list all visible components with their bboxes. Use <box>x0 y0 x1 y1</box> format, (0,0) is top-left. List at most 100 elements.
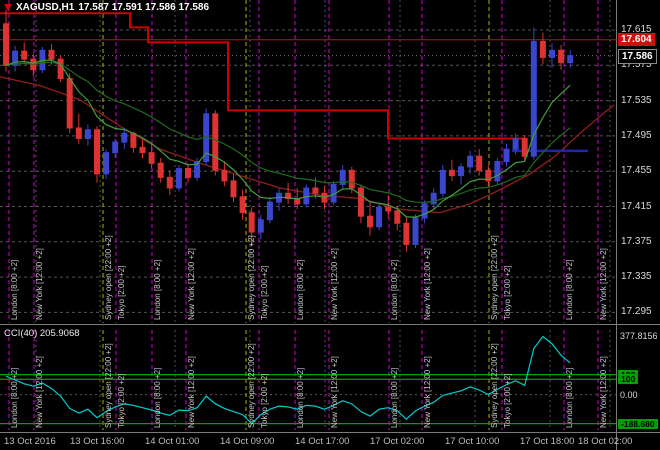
session-label: New York [12:00 +2] <box>187 248 196 320</box>
price-tick-label: 17.455 <box>621 165 652 177</box>
session-label: New York [12:00 +2] <box>599 356 608 428</box>
symbol-ohlc: 17.587 17.591 17.586 17.586 <box>78 2 210 13</box>
candle <box>57 58 64 80</box>
session-label: New York [12:00 +2] <box>330 248 339 320</box>
candle <box>357 187 364 217</box>
session-label: Sydney open [22:00 +2] <box>247 343 256 428</box>
session-label: New York [12:00 +2] <box>35 248 44 320</box>
session-label: London [8:00 +2] <box>296 260 305 320</box>
candle <box>285 192 292 200</box>
price-tick-label: 17.495 <box>621 129 652 141</box>
price-tag: 17.604 <box>618 33 655 47</box>
price-tick-label: 17.295 <box>621 306 652 318</box>
candle <box>130 132 137 148</box>
candle <box>412 217 419 245</box>
candle <box>139 146 146 154</box>
candle <box>312 187 319 194</box>
candle <box>266 201 273 221</box>
candle <box>476 155 483 171</box>
candle <box>521 138 528 157</box>
time-label: 13 Oct 16:00 <box>70 436 125 447</box>
resistance-step-line <box>0 12 524 140</box>
candle <box>339 169 346 185</box>
candle <box>175 168 182 189</box>
candle <box>448 169 455 177</box>
candle <box>367 215 373 228</box>
price-tag: 17.586 <box>618 49 657 65</box>
candle <box>21 50 28 60</box>
session-label: London [8:00 +2] <box>10 260 19 320</box>
session-label: Sydney open [22:00 +2] <box>104 235 113 320</box>
cci-level-tag: -188.680 <box>618 418 658 429</box>
candle <box>512 138 519 150</box>
session-label: London [8:00 +2] <box>10 368 19 428</box>
candle <box>230 180 237 198</box>
candle <box>430 192 437 205</box>
candle <box>121 132 128 143</box>
cci-level-tag: 100 <box>618 374 639 385</box>
symbol-name: XAGUSD,H1 <box>16 2 75 13</box>
session-label: New York [12:00 +2] <box>599 248 608 320</box>
symbol-header: XAGUSD,H1 17.587 17.591 17.586 17.586 <box>4 2 209 13</box>
candle <box>385 206 392 212</box>
cci-axis-label: 0.00 <box>620 389 638 400</box>
candle <box>503 148 510 162</box>
candle <box>494 161 501 182</box>
candle <box>103 152 110 175</box>
session-label: London [8:00 +2] <box>296 368 305 428</box>
session-label: New York [12:00 +2] <box>423 356 432 428</box>
candle <box>403 222 410 245</box>
candle <box>148 152 155 164</box>
session-label: London [8:00 +2] <box>565 260 574 320</box>
ma-slow-line <box>5 61 571 203</box>
session-label: New York [12:00 +2] <box>187 356 196 428</box>
session-label: New York [12:00 +2] <box>35 356 44 428</box>
candle <box>458 166 464 177</box>
candle <box>84 129 91 140</box>
candle <box>558 49 565 64</box>
ma-fast-line <box>5 59 571 218</box>
candle <box>530 40 537 157</box>
time-label: 17 Oct 02:00 <box>370 436 425 447</box>
candle <box>421 203 428 219</box>
candle <box>3 23 9 66</box>
candle <box>549 49 555 58</box>
price-tick-label: 17.615 <box>621 24 652 35</box>
candle <box>94 129 100 175</box>
session-label: Sydney open [22:00 +2] <box>104 343 113 428</box>
candle <box>439 169 446 194</box>
candle <box>567 55 574 64</box>
candle <box>12 50 19 66</box>
session-label: Tokyo [2:00 +2] <box>503 266 512 320</box>
candle <box>485 169 492 182</box>
session-label: New York [12:00 +2] <box>423 248 432 320</box>
candle <box>48 49 55 60</box>
session-label: Tokyo [2:00 +2] <box>117 374 126 428</box>
session-label: Tokyo [2:00 +2] <box>260 266 269 320</box>
session-label: London [8:00 +2] <box>153 368 162 428</box>
session-label: London [8:00 +2] <box>390 368 399 428</box>
cci-axis-label: 377.8156 <box>620 331 658 342</box>
session-label: Sydney open [22:00 +2] <box>247 235 256 320</box>
time-label: 14 Oct 09:00 <box>220 436 275 447</box>
session-label: London [8:00 +2] <box>153 260 162 320</box>
candle <box>394 210 401 224</box>
candle <box>112 141 119 154</box>
price-tick-label: 17.535 <box>621 94 652 106</box>
candle <box>257 219 264 233</box>
price-tick-label: 17.415 <box>621 200 652 212</box>
session-label: Tokyo [2:00 +2] <box>260 374 269 428</box>
candle <box>376 206 383 228</box>
session-label: Tokyo [2:00 +2] <box>503 374 512 428</box>
symbol-marker-icon <box>4 4 12 11</box>
session-label: Sydney open [22:00 +2] <box>490 343 499 428</box>
time-label: 13 Oct 2016 <box>4 436 56 447</box>
cci-line <box>5 335 571 425</box>
indicator-label: CCI(40) 205.9068 <box>4 328 80 339</box>
candle <box>66 78 73 129</box>
candle <box>221 169 228 182</box>
price-tick-label: 17.335 <box>621 271 652 283</box>
candle <box>194 161 201 178</box>
